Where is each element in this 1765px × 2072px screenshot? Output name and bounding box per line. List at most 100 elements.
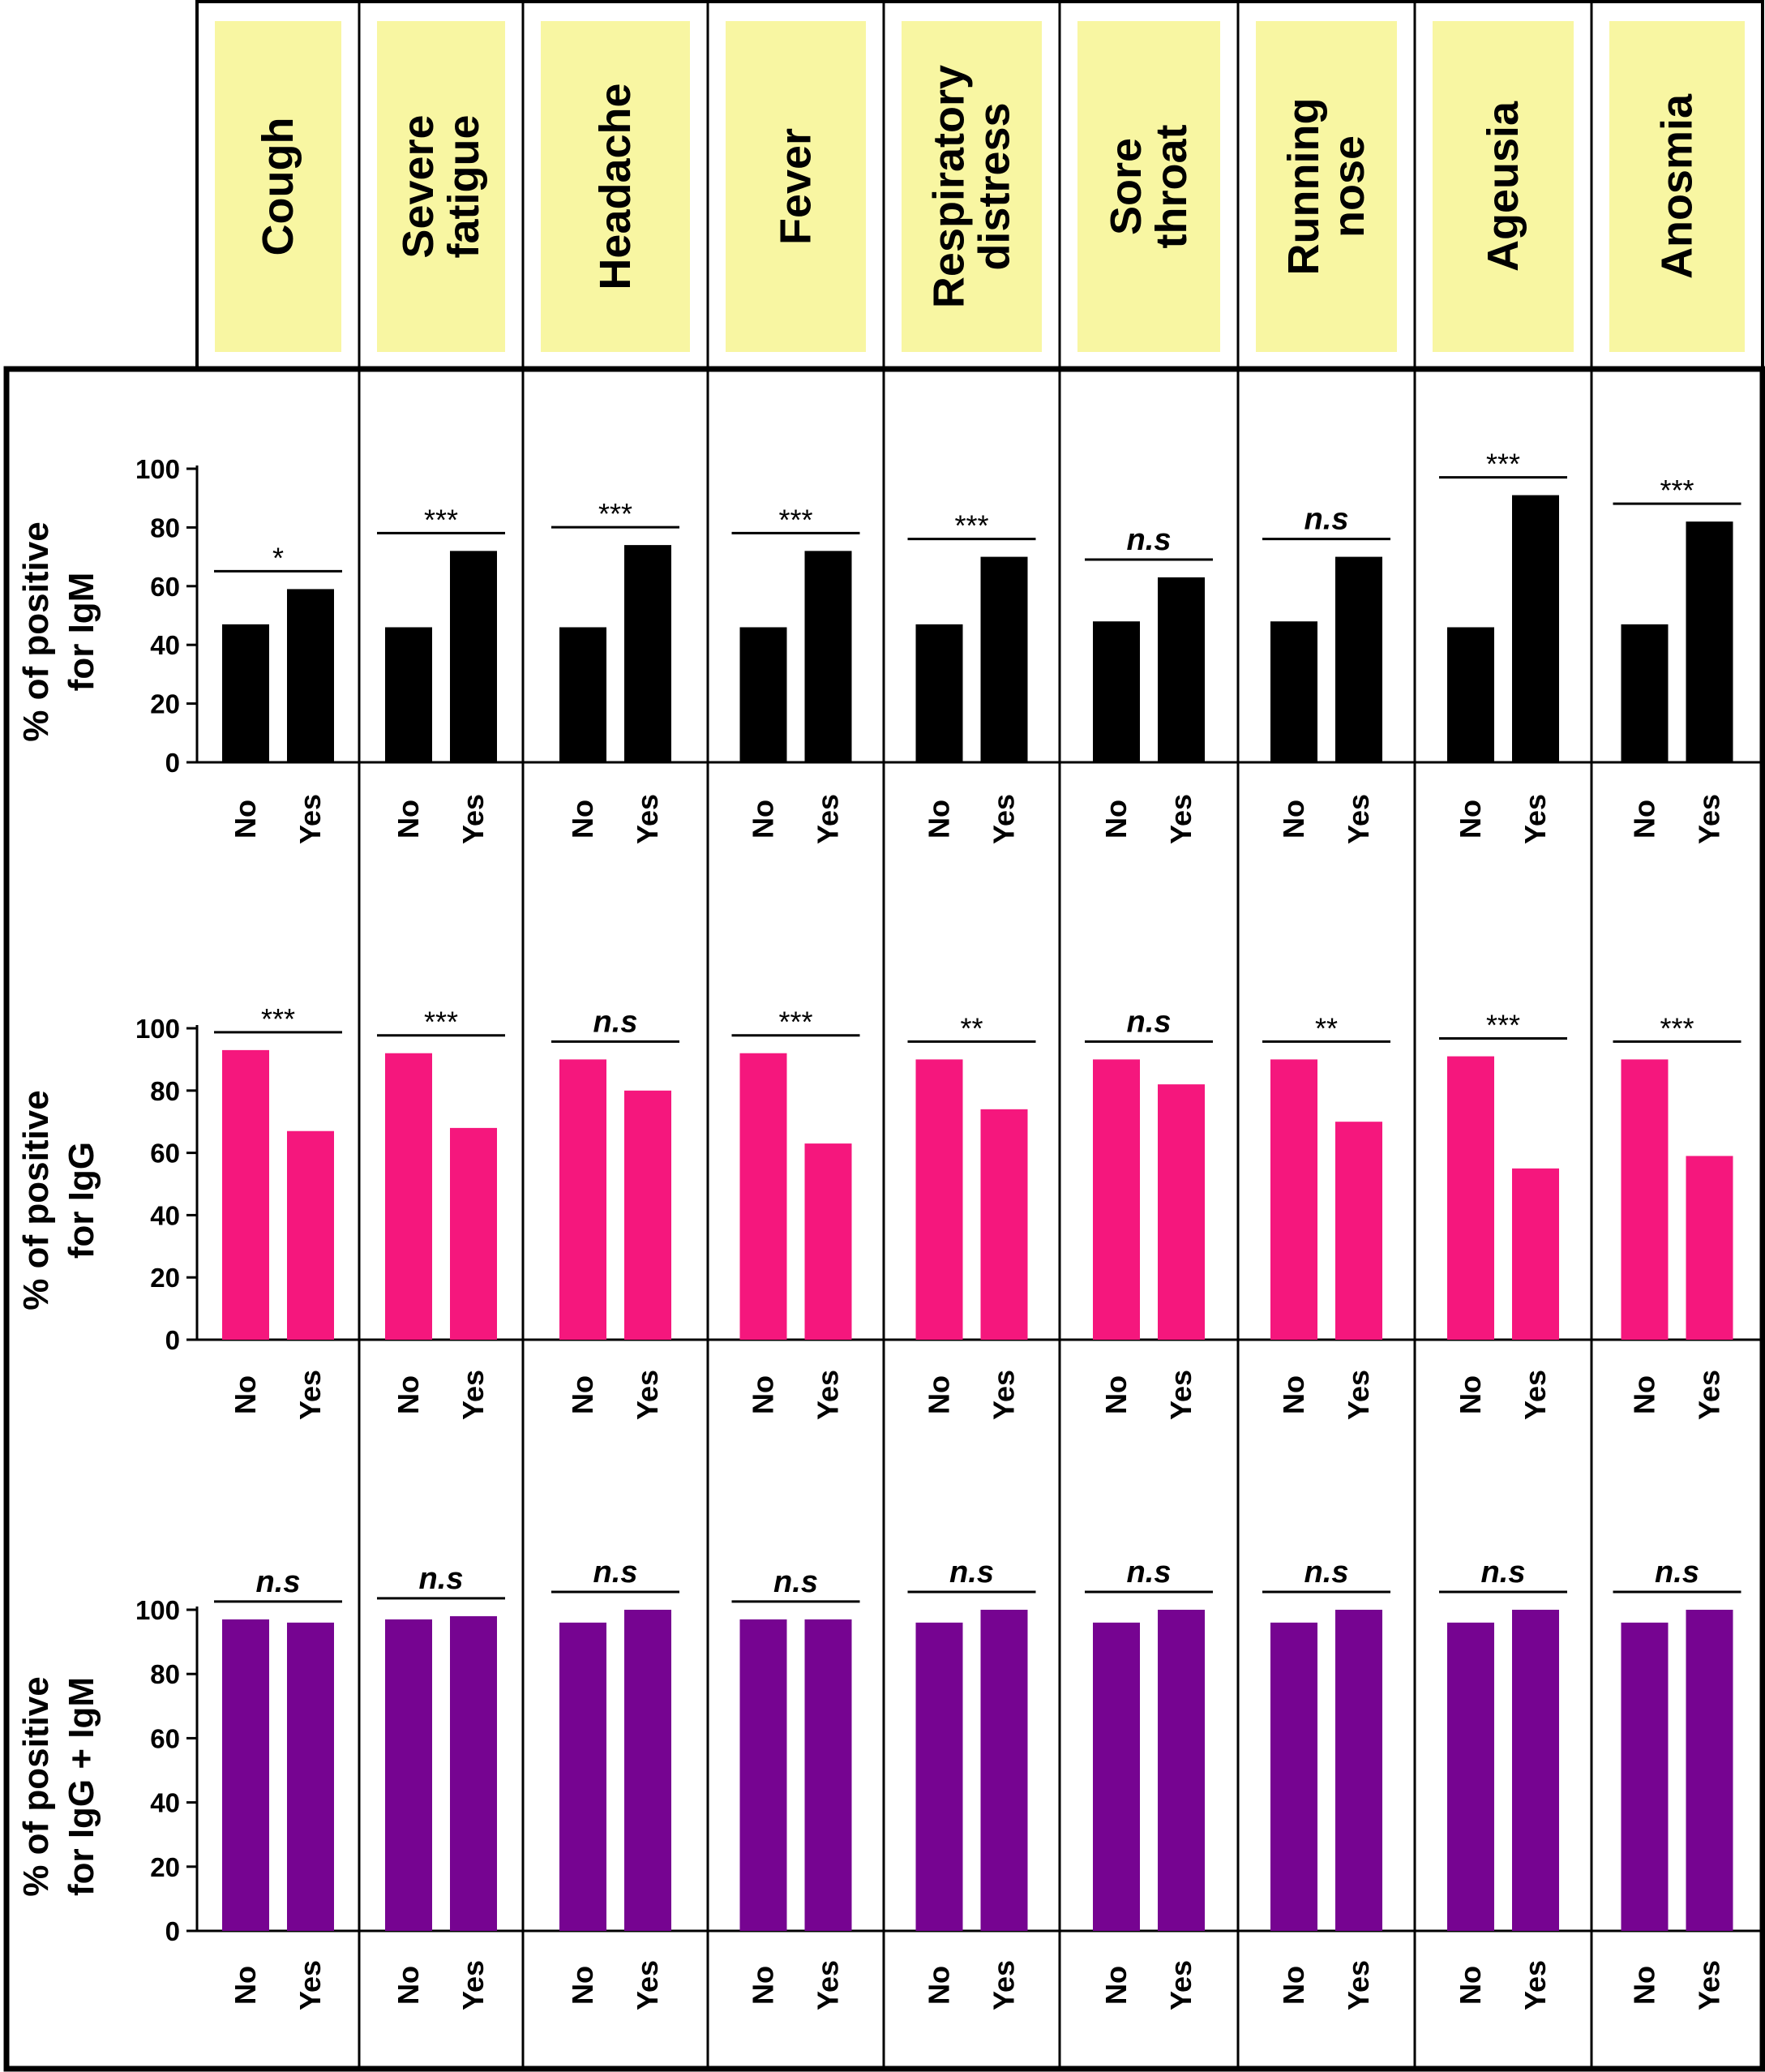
category-label-yes: Yes bbox=[1164, 794, 1197, 844]
category-label-no: No bbox=[923, 1375, 956, 1414]
category-label-no: No bbox=[923, 800, 956, 839]
category-label-yes: Yes bbox=[1342, 1370, 1375, 1420]
bar-igg-igm-yes bbox=[624, 1610, 671, 1931]
significance-label: *** bbox=[424, 1006, 458, 1039]
significance-label: n.s bbox=[1655, 1555, 1699, 1589]
y-tick-label: 100 bbox=[135, 454, 180, 484]
significance-label: n.s bbox=[773, 1565, 818, 1599]
bar-igg-igm-no bbox=[739, 1619, 787, 1931]
category-label-no: No bbox=[1454, 1375, 1487, 1414]
symptom-header-box bbox=[1256, 21, 1397, 352]
category-label-yes: Yes bbox=[1693, 794, 1726, 844]
significance-label: n.s bbox=[949, 1555, 994, 1589]
significance-label: *** bbox=[778, 1006, 812, 1039]
bar-igg-igm-no bbox=[1621, 1622, 1669, 1931]
significance-label: *** bbox=[1660, 474, 1694, 507]
bar-igg-no bbox=[1270, 1059, 1317, 1340]
category-label-no: No bbox=[1628, 800, 1661, 839]
bar-igg-igm-yes bbox=[287, 1622, 334, 1931]
symptom-label: Runningnose bbox=[1279, 98, 1373, 276]
bar-igm-no bbox=[1621, 624, 1669, 762]
y-tick-label: 0 bbox=[165, 1325, 180, 1355]
category-label-yes: Yes bbox=[293, 794, 327, 844]
symptom-label: Sorethroat bbox=[1102, 124, 1196, 248]
bar-igg-yes bbox=[804, 1143, 852, 1340]
bar-igm-yes bbox=[1512, 495, 1559, 762]
significance-label: * bbox=[272, 541, 284, 574]
category-label-no: No bbox=[566, 1375, 599, 1414]
bar-igm-no bbox=[1447, 627, 1494, 762]
y-axes: 0 20 40 60 80 100 0 20 40 60 80 100 0 20 40 60 80 100 bbox=[135, 454, 1763, 1946]
bar-igg-igm-yes bbox=[1512, 1610, 1559, 1931]
bar-igm-no bbox=[1270, 621, 1317, 762]
bar-igg-yes bbox=[287, 1130, 334, 1340]
y-tick-label: 0 bbox=[165, 1916, 180, 1946]
category-label-yes: Yes bbox=[1164, 1960, 1197, 2010]
bar-marks bbox=[222, 495, 1733, 1931]
bar-igm-no bbox=[915, 624, 963, 762]
symptom-label: Cough bbox=[254, 118, 302, 256]
bar-igg-yes bbox=[1512, 1168, 1559, 1340]
symptom-label: Severefatigue bbox=[394, 114, 488, 258]
bar-igg-igm-yes bbox=[804, 1619, 852, 1931]
bar-igg-igm-no bbox=[915, 1622, 963, 1931]
significance-label: n.s bbox=[593, 1555, 638, 1589]
bar-igg-no bbox=[1621, 1059, 1669, 1340]
y-tick-label: 20 bbox=[150, 1263, 180, 1293]
y-tick-label: 60 bbox=[150, 1723, 180, 1753]
significance-label: *** bbox=[1486, 1009, 1520, 1042]
bar-igm-no bbox=[559, 627, 606, 762]
category-label-no: No bbox=[392, 1966, 425, 2005]
category-label-no: No bbox=[1099, 1375, 1133, 1414]
category-label-yes: Yes bbox=[1519, 1370, 1552, 1420]
y-tick-label: 20 bbox=[150, 1852, 180, 1882]
category-label-no: No bbox=[747, 1966, 780, 2005]
symptom-label: Anosmia bbox=[1653, 93, 1702, 279]
bar-igm-yes bbox=[624, 545, 671, 762]
y-axis-title: % of positive for IgG + IgM bbox=[16, 1676, 101, 1896]
symptom-header-box bbox=[215, 21, 341, 352]
bar-igg-yes bbox=[980, 1109, 1028, 1340]
category-label-no: No bbox=[1277, 800, 1310, 839]
bar-igg-no bbox=[739, 1053, 787, 1340]
significance-label: n.s bbox=[1127, 1555, 1172, 1589]
category-label-yes: Yes bbox=[812, 1370, 845, 1420]
significance-label: *** bbox=[954, 509, 988, 543]
bar-igg-yes bbox=[1335, 1122, 1382, 1340]
symptom-header-box bbox=[541, 21, 690, 352]
category-label-yes: Yes bbox=[1342, 794, 1375, 844]
bar-igm-yes bbox=[1158, 577, 1205, 762]
category-label-no: No bbox=[747, 1375, 780, 1414]
y-tick-label: 40 bbox=[150, 630, 180, 660]
significance-label: n.s bbox=[1127, 523, 1172, 557]
category-label-no: No bbox=[392, 800, 425, 839]
y-tick-label: 80 bbox=[150, 1076, 180, 1106]
category-label-yes: Yes bbox=[1519, 1960, 1552, 2010]
category-label-yes: Yes bbox=[631, 1960, 664, 2010]
category-label-no: No bbox=[1628, 1375, 1661, 1414]
symptom-header-box bbox=[377, 21, 505, 352]
significance-annotations: **** *** *** *** n.sn.s********* *** n.s *** ** n… bbox=[214, 448, 1741, 1603]
category-label-no: No bbox=[747, 800, 780, 839]
category-label-no: No bbox=[1277, 1966, 1310, 2005]
bar-igg-igm-no bbox=[1447, 1622, 1494, 1931]
bar-igg-no bbox=[1093, 1059, 1140, 1340]
symptom-label: Ageusia bbox=[1479, 101, 1527, 272]
y-axis-title: % of positive for IgG bbox=[16, 1090, 101, 1310]
y-tick-label: 0 bbox=[165, 748, 180, 778]
bar-igg-no bbox=[222, 1049, 269, 1340]
category-label-no: No bbox=[1099, 800, 1133, 839]
bar-igm-yes bbox=[1335, 556, 1382, 762]
bar-igg-igm-yes bbox=[450, 1615, 497, 1931]
y-tick-label: 100 bbox=[135, 1595, 180, 1625]
category-label-yes: Yes bbox=[812, 794, 845, 844]
symptom-label: Headache bbox=[591, 83, 640, 290]
significance-label: *** bbox=[598, 497, 632, 530]
y-tick-label: 40 bbox=[150, 1200, 180, 1230]
symptom-header-box bbox=[1433, 21, 1574, 352]
category-label-yes: Yes bbox=[293, 1960, 327, 2010]
significance-label: n.s bbox=[419, 1562, 464, 1596]
category-label-yes: Yes bbox=[987, 1960, 1021, 2010]
bar-igg-igm-no bbox=[1270, 1622, 1317, 1931]
bar-igg-igm-no bbox=[385, 1619, 432, 1931]
